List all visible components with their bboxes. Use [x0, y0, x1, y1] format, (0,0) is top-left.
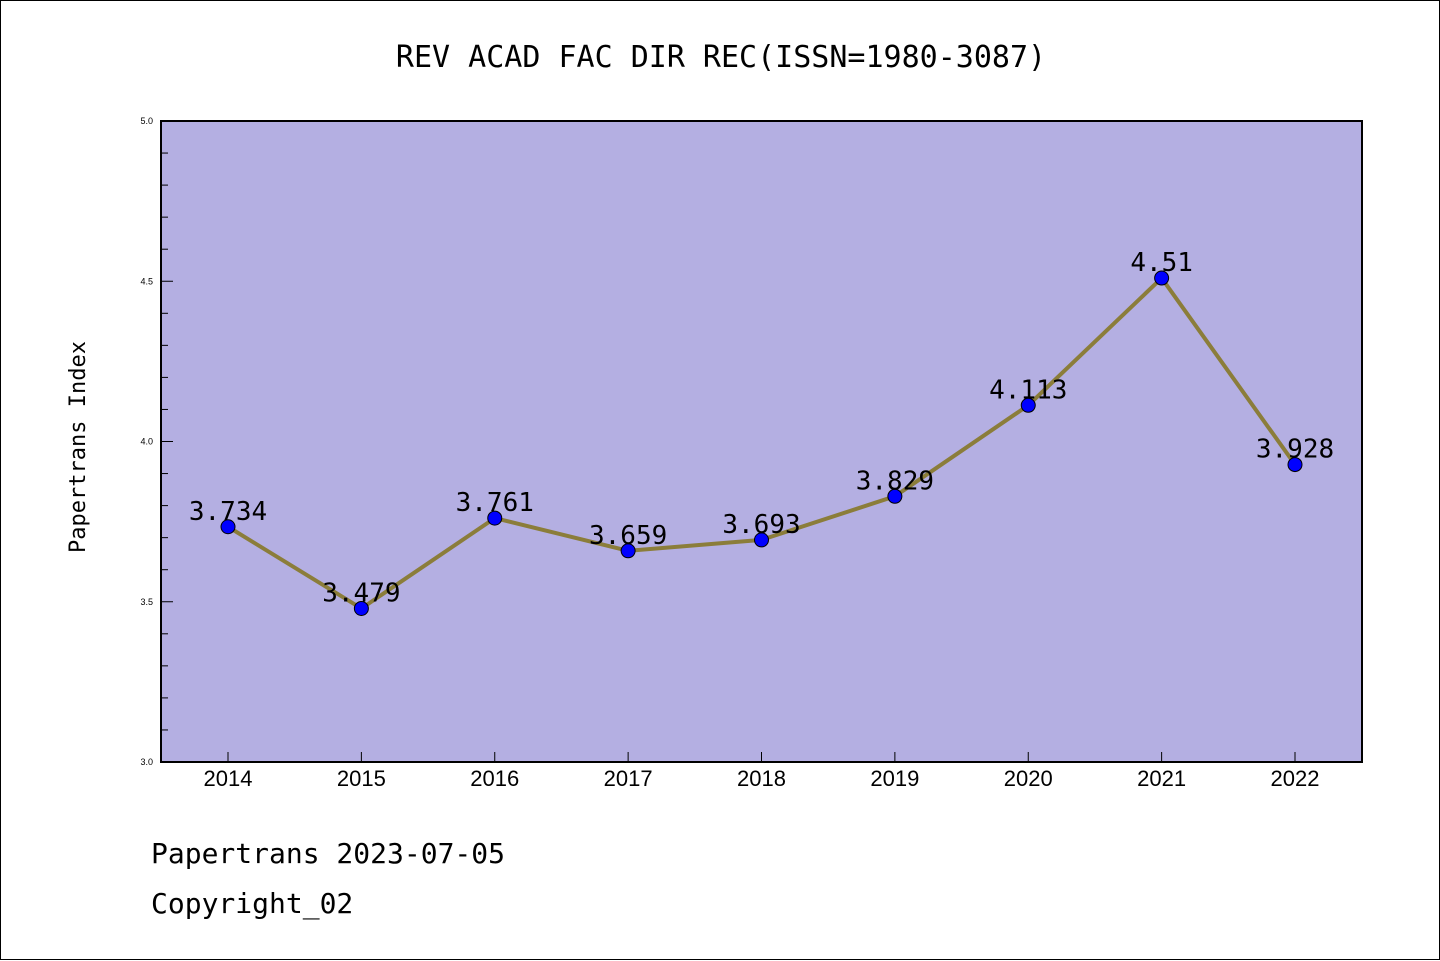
- data-label: 4.113: [989, 375, 1067, 405]
- y-tick-label: 3.5: [140, 597, 153, 607]
- y-tick-label: 5.0: [140, 116, 153, 126]
- data-label: 4.51: [1130, 248, 1193, 278]
- data-point: [487, 510, 503, 526]
- data-point: [1154, 270, 1170, 286]
- x-tick-label: 2022: [1271, 766, 1320, 791]
- data-point: [220, 519, 236, 535]
- data-label: 3.693: [722, 510, 800, 540]
- x-tick-label: 2014: [204, 766, 253, 791]
- x-tick-label: 2015: [337, 766, 386, 791]
- data-point: [754, 532, 769, 548]
- y-tick-label: 4.0: [140, 437, 153, 447]
- data-point: [1287, 457, 1303, 473]
- series: 3.734 3.479 3.761 3.659 3.693 3.829 4.113 4.51 3…: [189, 248, 1334, 616]
- x-tick-label: 2021: [1137, 766, 1186, 791]
- plot-area: [160, 120, 1363, 763]
- data-label: 3.659: [589, 521, 667, 551]
- data-point: [353, 600, 369, 616]
- y-tick-label: 4.5: [140, 276, 153, 286]
- data-label: 3.734: [189, 497, 267, 527]
- y-tick-label: 3.0: [140, 757, 153, 767]
- data-label: 3.928: [1256, 435, 1334, 465]
- x-tick-label: 2016: [470, 766, 519, 791]
- data-point: [1020, 397, 1036, 413]
- y-axis-label: Papertrans Index: [66, 341, 91, 553]
- data-label: 3.761: [456, 488, 534, 518]
- data-label: 3.479: [322, 578, 400, 608]
- x-axis: 2014 2015 2016 2017 2018 2019 2020 2021 2022: [204, 752, 1320, 791]
- x-tick-label: 2019: [870, 766, 919, 791]
- footer-date: Papertrans 2023-07-05: [151, 837, 506, 870]
- y-axis: 3.0 3.5 4.0 4.5 5.0: [140, 116, 173, 767]
- x-tick-label: 2018: [737, 766, 786, 791]
- data-point: [620, 543, 636, 559]
- data-label: 3.829: [856, 466, 934, 496]
- chart-title: REV ACAD FAC DIR REC(ISSN=1980-3087): [396, 40, 1046, 75]
- x-tick-label: 2020: [1004, 766, 1053, 791]
- x-tick-label: 2017: [604, 766, 653, 791]
- data-point: [887, 488, 903, 504]
- footer-copyright: Copyright_02: [151, 887, 354, 920]
